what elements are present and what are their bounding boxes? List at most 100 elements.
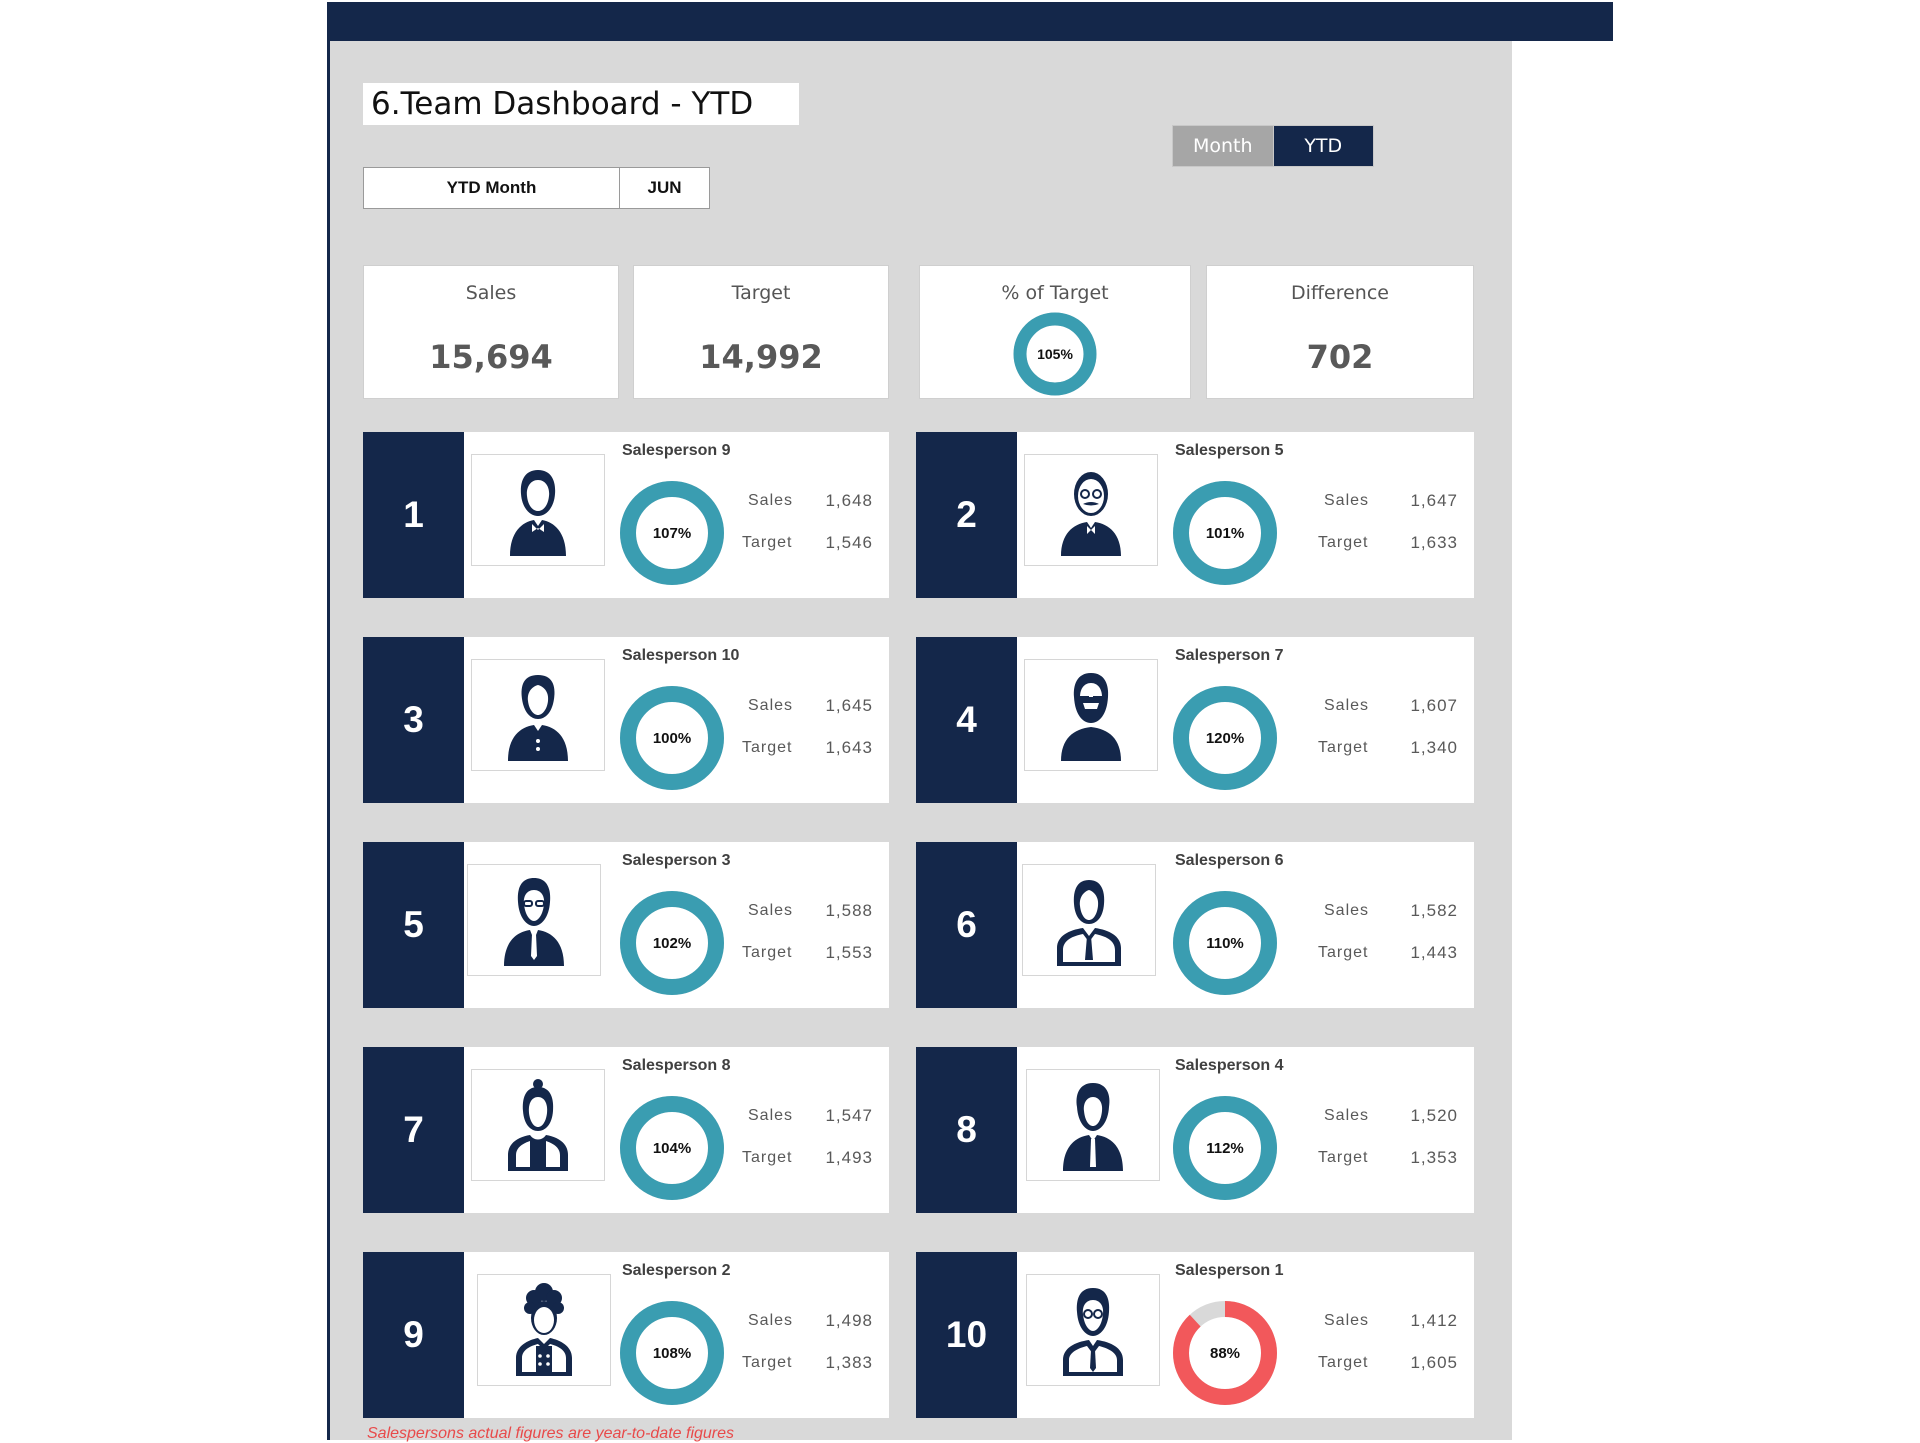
kpi-difference-card: Difference 702 xyxy=(1206,265,1474,399)
sales-value: 1,582 xyxy=(1410,901,1458,920)
donut-arc xyxy=(1173,1096,1277,1200)
rank-badge: 8 xyxy=(916,1047,1017,1213)
sales-label: Sales xyxy=(1324,1312,1370,1329)
salesperson-pct: 88% xyxy=(1210,1345,1240,1362)
avatar xyxy=(1024,454,1158,566)
salesperson-pct: 104% xyxy=(653,1140,691,1157)
sales-label: Sales xyxy=(748,1312,794,1329)
salesperson-card: 4 Salesperson 7 120% Sales Target 1,607 1,340 xyxy=(916,637,1474,803)
sales-label: Sales xyxy=(1324,902,1370,919)
rank-badge: 4 xyxy=(916,637,1017,803)
kpi-sales-value: 15,694 xyxy=(429,338,553,376)
salesperson-name: Salesperson 8 xyxy=(622,1057,731,1074)
salesperson-card: 1 Salesperson 9 107% Sales Target 1,648 1,546 xyxy=(363,432,889,598)
salesperson-name: Salesperson 6 xyxy=(1175,852,1284,869)
ytd-month-label: YTD Month xyxy=(364,168,620,208)
avatar xyxy=(1022,864,1156,976)
salesperson-pct-donut: 101% xyxy=(1173,481,1277,585)
salesperson-name: Salesperson 2 xyxy=(622,1262,731,1279)
target-value: 1,443 xyxy=(1410,943,1458,962)
ytd-toggle-button[interactable]: YTD xyxy=(1272,126,1373,166)
person-bowtie-icon xyxy=(510,470,566,556)
sales-value: 1,645 xyxy=(825,696,873,715)
avatar xyxy=(1024,659,1158,771)
avatar xyxy=(467,864,601,976)
sales-value: 1,547 xyxy=(825,1106,873,1125)
kpi-pct-card: % of Target 105% xyxy=(919,265,1191,399)
target-value: 1,605 xyxy=(1410,1353,1458,1372)
donut-arc xyxy=(1173,1301,1277,1405)
salesperson-card: 2 Salesperson 5 101% Sales Target 1,647 1,633 xyxy=(916,432,1474,598)
target-value: 1,340 xyxy=(1410,738,1458,757)
avatar xyxy=(471,659,605,771)
salesperson-card: 8 Salesperson 4 112% Sales Target 1,520 1,353 xyxy=(916,1047,1474,1213)
target-value: 1,633 xyxy=(1410,533,1458,552)
salesperson-card: 3 Salesperson 10 100% Sales Target 1,645 1,643 xyxy=(363,637,889,803)
person-curly-hair-icon xyxy=(516,1283,572,1376)
ytd-month-value[interactable]: JUN xyxy=(647,178,682,197)
salesperson-pct: 110% xyxy=(1206,935,1244,952)
kpi-target-value: 14,992 xyxy=(699,338,823,376)
salesperson-pct-donut: 120% xyxy=(1173,686,1277,790)
salesperson-pct: 107% xyxy=(653,525,691,542)
donut-arc xyxy=(1173,481,1277,585)
donut-arc xyxy=(620,686,724,790)
target-label: Target xyxy=(1318,534,1369,551)
salesperson-pct: 120% xyxy=(1206,730,1244,747)
salesperson-card: 6 Salesperson 6 110% Sales Target 1,582 1,443 xyxy=(916,842,1474,1008)
sales-label: Sales xyxy=(1324,1107,1370,1124)
target-value: 1,353 xyxy=(1410,1148,1458,1167)
target-label: Target xyxy=(742,739,793,756)
title-box: 6.Team Dashboard - YTD xyxy=(363,83,799,125)
sales-value: 1,588 xyxy=(825,901,873,920)
sales-label: Sales xyxy=(1324,697,1370,714)
target-label: Target xyxy=(742,534,793,551)
month-toggle-button[interactable]: Month xyxy=(1173,126,1273,166)
left-border xyxy=(327,2,330,1440)
sales-value: 1,607 xyxy=(1410,696,1458,715)
salesperson-pct: 100% xyxy=(653,730,691,747)
salesperson-name: Salesperson 3 xyxy=(622,852,731,869)
rank-badge: 1 xyxy=(363,432,464,598)
donut-arc xyxy=(620,1096,724,1200)
sales-label: Sales xyxy=(748,1107,794,1124)
target-value: 1,643 xyxy=(825,738,873,757)
target-value: 1,546 xyxy=(825,533,873,552)
target-label: Target xyxy=(742,1354,793,1371)
salesperson-pct-donut: 107% xyxy=(620,481,724,585)
salesperson-card: 7 Salesperson 8 104% Sales Target 1,547 1,493 xyxy=(363,1047,889,1213)
target-value: 1,553 xyxy=(825,943,873,962)
sales-label: Sales xyxy=(1324,492,1370,509)
sales-label: Sales xyxy=(748,902,794,919)
top-banner xyxy=(327,2,1613,41)
sales-value: 1,648 xyxy=(825,491,873,510)
person-glasses-mustache-icon xyxy=(1061,472,1121,556)
salesperson-pct-donut: 88% xyxy=(1173,1301,1277,1405)
view-toggle[interactable]: Month YTD xyxy=(1172,125,1374,167)
ytd-month-selector[interactable]: YTD Month JUN xyxy=(363,167,710,209)
target-label: Target xyxy=(742,944,793,961)
salesperson-name: Salesperson 7 xyxy=(1175,647,1284,664)
salesperson-name: Salesperson 4 xyxy=(1175,1057,1284,1074)
salesperson-card: 10 Salesperson 1 88% Sales Target 1,412 1,605 xyxy=(916,1252,1474,1418)
salesperson-pct: 108% xyxy=(653,1345,691,1362)
target-value: 1,383 xyxy=(825,1353,873,1372)
footnote: Salespersons actual figures are year-to-… xyxy=(367,1425,735,1442)
rank-badge: 2 xyxy=(916,432,1017,598)
sales-label: Sales xyxy=(748,492,794,509)
donut-arc xyxy=(620,1301,724,1405)
avatar xyxy=(471,1069,605,1181)
rank-badge: 10 xyxy=(916,1252,1017,1418)
sales-label: Sales xyxy=(748,697,794,714)
avatar xyxy=(1026,1274,1160,1386)
salesperson-pct: 102% xyxy=(653,935,691,952)
salesperson-name: Salesperson 5 xyxy=(1175,442,1284,459)
kpi-difference-value: 702 xyxy=(1306,338,1374,376)
target-label: Target xyxy=(742,1149,793,1166)
kpi-pct-value: 105% xyxy=(1037,346,1073,362)
salesperson-pct-donut: 112% xyxy=(1173,1096,1277,1200)
target-label: Target xyxy=(1318,1149,1369,1166)
salesperson-pct: 101% xyxy=(1206,525,1244,542)
target-value: 1,493 xyxy=(825,1148,873,1167)
kpi-sales-label: Sales xyxy=(465,282,517,304)
